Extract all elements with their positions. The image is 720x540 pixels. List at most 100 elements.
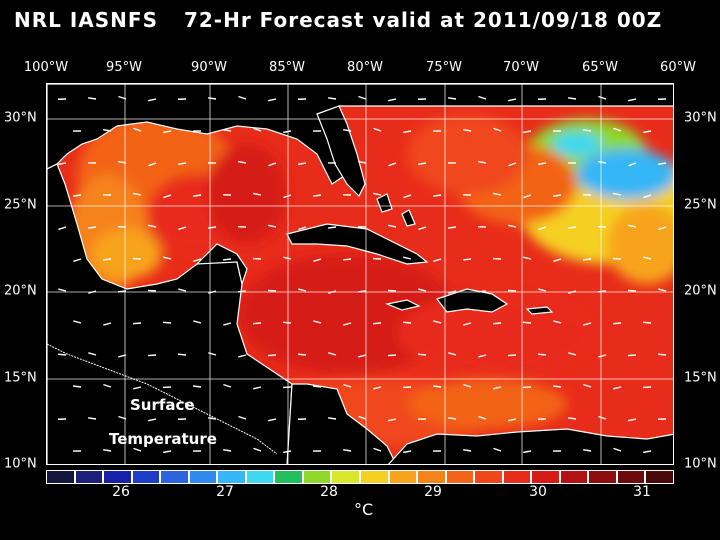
wind-vector-icon — [628, 162, 637, 167]
wind-vector-icon — [328, 97, 337, 100]
map-title: NRL IASNFS 72-Hr Forecast valid at 2011/… — [14, 8, 680, 32]
scale-tick-label: 31 — [633, 484, 651, 500]
wind-vector-icon — [418, 162, 427, 166]
wind-vector-icon — [493, 127, 502, 132]
wind-vector-icon — [448, 290, 457, 294]
wind-vector-icon — [658, 162, 667, 166]
wind-vector-icon — [73, 258, 82, 262]
wind-vector-icon — [208, 226, 217, 229]
wind-vector-icon — [583, 449, 592, 452]
wind-vector-icon — [208, 97, 217, 100]
border-line — [47, 343, 278, 455]
wind-vector-icon — [223, 258, 232, 261]
wind-vector-icon — [388, 224, 397, 228]
wind-vector-icon — [643, 130, 652, 134]
color-swatch — [616, 470, 646, 484]
wind-vector-icon — [313, 385, 322, 388]
wind-vector-icon — [508, 289, 517, 292]
wind-vector-icon — [223, 129, 232, 132]
wind-vector-icon — [628, 224, 637, 228]
lat-label-right: 30°N — [684, 110, 717, 126]
color-swatch — [360, 470, 389, 484]
wind-vector-icon — [253, 447, 262, 452]
wind-vector-icon — [133, 322, 142, 325]
wind-vector-icon — [88, 226, 97, 229]
wind-vector-icon — [148, 354, 157, 357]
scale-tick-label: 28 — [320, 484, 338, 500]
wind-vector-icon — [598, 160, 607, 164]
wind-vector-icon — [403, 321, 412, 324]
wind-vector-icon — [193, 258, 202, 262]
scale-tick-label: 30 — [529, 484, 547, 500]
wind-vector-icon — [58, 162, 67, 166]
lon-label: 85°W — [269, 60, 305, 75]
wind-vector-icon — [103, 449, 112, 452]
wind-vector-icon — [598, 415, 607, 420]
wind-vector-icon — [373, 447, 382, 452]
wind-vector-icon — [418, 226, 427, 231]
lon-label: 95°W — [106, 60, 142, 75]
wind-vector-icon — [268, 418, 277, 422]
wind-vector-icon — [673, 321, 674, 323]
wind-vector-icon — [88, 352, 97, 356]
wind-vector-icon — [508, 354, 517, 357]
color-swatch — [588, 470, 617, 484]
color-swatch — [331, 470, 361, 484]
wind-vector-icon — [103, 322, 112, 326]
color-swatch — [188, 470, 218, 484]
wind-vector-icon — [643, 321, 652, 324]
wind-vector-icon — [523, 321, 532, 324]
wind-vector-icon — [223, 383, 232, 388]
wind-vector-icon — [358, 415, 367, 420]
sst-map: Surface Temperature — [46, 83, 674, 465]
wind-vector-icon — [238, 415, 247, 420]
wind-vector-icon — [658, 288, 667, 292]
color-swatch — [388, 470, 418, 484]
wind-vector-icon — [478, 415, 487, 420]
wind-vector-icon — [478, 354, 487, 358]
wind-vector-icon — [373, 127, 382, 132]
wind-vector-icon — [238, 290, 247, 293]
wind-vector-icon — [268, 98, 277, 102]
scale-tick-label: 29 — [424, 484, 442, 500]
land-masses — [47, 84, 673, 464]
wind-vector-icon — [133, 386, 142, 390]
wind-vector-icon — [448, 417, 457, 420]
wind-vector-icon — [628, 354, 637, 357]
model-name: NRL IASNFS — [14, 8, 158, 32]
color-swatch — [445, 470, 475, 484]
wind-vector-icon — [583, 258, 592, 261]
wind-vector-icon — [313, 194, 322, 197]
color-swatch — [160, 470, 189, 484]
wind-vector-icon — [313, 320, 322, 324]
wind-vector-icon — [568, 417, 577, 420]
wind-vector-icon — [538, 288, 547, 292]
map-label-surface: Surface — [130, 396, 195, 414]
wind-vector-icon — [118, 354, 127, 358]
wind-vector-icon — [523, 194, 532, 199]
wind-vector-icon — [463, 129, 472, 132]
wind-vector-icon — [613, 447, 622, 452]
wind-vector-icon — [118, 160, 127, 164]
wind-vector-icon — [178, 162, 187, 166]
wind-vector-icon — [598, 354, 607, 358]
wind-vector-icon — [298, 226, 307, 231]
lon-label: 60°W — [660, 60, 696, 75]
wind-vector-icon — [598, 95, 607, 100]
wind-vector-icon — [583, 322, 592, 326]
wind-vector-icon — [178, 288, 187, 292]
wind-vector-icon — [358, 95, 367, 100]
wind-vector-icon — [463, 449, 472, 452]
wind-vector-icon — [388, 162, 397, 167]
wind-vector-icon — [403, 194, 412, 199]
wind-vector-icon — [553, 385, 562, 388]
wind-vector-icon — [343, 322, 352, 326]
wind-vector-icon — [58, 95, 674, 454]
wind-vector-icon — [133, 127, 142, 132]
lat-label-right: 10°N — [684, 456, 717, 472]
forecast-valid-time: 72-Hr Forecast valid at 2011/09/18 00Z — [183, 8, 663, 32]
wind-vector-icon — [148, 224, 157, 228]
lon-label: 70°W — [503, 60, 539, 75]
wind-vector-icon — [493, 447, 502, 452]
wind-vector-icon — [583, 383, 592, 388]
